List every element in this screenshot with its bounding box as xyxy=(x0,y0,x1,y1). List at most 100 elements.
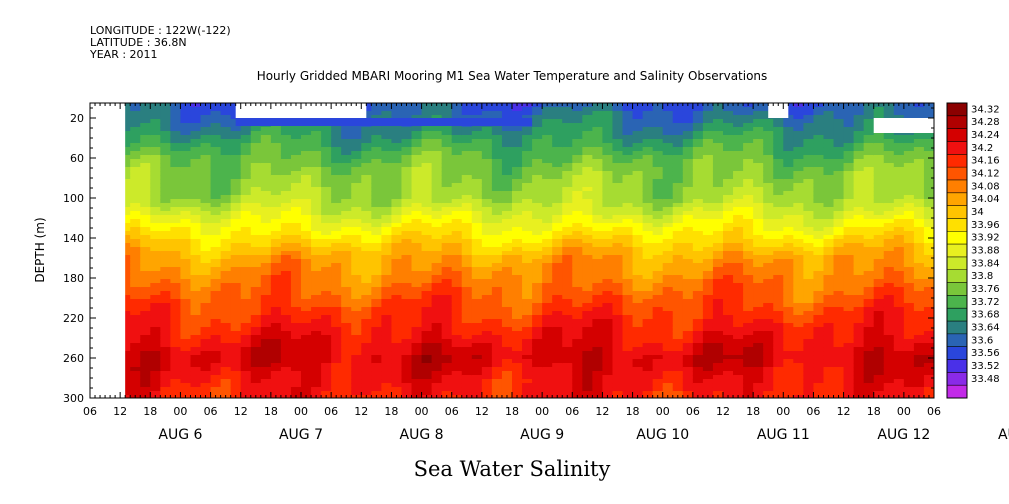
heatmap-cell xyxy=(411,331,423,336)
heatmap-cell xyxy=(491,311,503,316)
heatmap-cell xyxy=(441,219,453,224)
heatmap-cell xyxy=(150,299,161,304)
heatmap-cell xyxy=(240,203,252,208)
heatmap-cell xyxy=(582,135,593,140)
heatmap-cell xyxy=(723,167,734,172)
heatmap-cell xyxy=(240,139,252,144)
heatmap-cell xyxy=(592,267,604,272)
heatmap-cell xyxy=(120,135,131,140)
heatmap-cell xyxy=(331,215,342,220)
heatmap-cell xyxy=(431,359,443,364)
heatmap-cell xyxy=(743,135,754,140)
heatmap-cell xyxy=(612,387,624,392)
heatmap-cell xyxy=(672,391,684,396)
heatmap-cell xyxy=(200,235,212,240)
heatmap-cell xyxy=(461,191,473,196)
heatmap-cell xyxy=(602,187,614,192)
heatmap-cell xyxy=(692,287,704,292)
heatmap-cell xyxy=(321,183,332,188)
heatmap-cell xyxy=(763,227,774,232)
heatmap-cell xyxy=(391,331,403,336)
heatmap-cell xyxy=(190,183,202,188)
heatmap-cell xyxy=(270,351,282,356)
heatmap-cell xyxy=(301,163,312,168)
heatmap-cell xyxy=(652,111,664,116)
heatmap-cell xyxy=(712,155,724,160)
heatmap-cell xyxy=(461,319,473,324)
heatmap-cell xyxy=(743,367,754,372)
heatmap-cell xyxy=(120,171,131,176)
heatmap-cell xyxy=(662,315,674,320)
heatmap-cell xyxy=(552,331,563,336)
heatmap-cell xyxy=(572,391,583,396)
heatmap-cell xyxy=(642,391,654,396)
heatmap-cell xyxy=(753,287,764,292)
heatmap-cell xyxy=(642,119,654,124)
heatmap-cell xyxy=(170,379,182,384)
heatmap-cell xyxy=(321,359,332,364)
heatmap-cell xyxy=(662,171,674,176)
heatmap-cell xyxy=(582,199,593,204)
heatmap-cell xyxy=(672,139,684,144)
heatmap-cell xyxy=(220,223,232,228)
heatmap-cell xyxy=(431,339,443,344)
heatmap-cell xyxy=(692,199,704,204)
heatmap-cell xyxy=(150,267,161,272)
heatmap-cell xyxy=(160,335,171,340)
heatmap-cell xyxy=(421,247,433,252)
heatmap-cell xyxy=(240,299,252,304)
heatmap-cell xyxy=(270,215,282,220)
heatmap-cell xyxy=(301,147,312,152)
heatmap-cell xyxy=(592,231,604,236)
heatmap-cell xyxy=(723,367,734,372)
heatmap-cell xyxy=(743,307,754,312)
heatmap-cell xyxy=(512,275,523,280)
heatmap-cell xyxy=(743,119,754,124)
heatmap-cell xyxy=(371,143,382,148)
heatmap-cell xyxy=(723,359,734,364)
heatmap-cell xyxy=(632,179,644,184)
heatmap-cell xyxy=(190,283,202,288)
heatmap-cell xyxy=(652,231,664,236)
heatmap-cell xyxy=(150,371,161,376)
heatmap-cell xyxy=(341,183,352,188)
heatmap-cell xyxy=(371,263,382,268)
heatmap-cell xyxy=(522,175,533,180)
heatmap-cell xyxy=(491,387,503,392)
heatmap-cell xyxy=(682,199,694,204)
heatmap-cell xyxy=(371,131,382,136)
heatmap-cell xyxy=(270,159,282,164)
heatmap-cell xyxy=(733,107,744,112)
heatmap-cell xyxy=(391,347,403,352)
heatmap-cell xyxy=(712,207,724,212)
heatmap-cell xyxy=(441,187,453,192)
heatmap-cell xyxy=(190,147,202,152)
heatmap-cell xyxy=(371,183,382,188)
heatmap-cell xyxy=(381,243,393,248)
heatmap-cell xyxy=(130,167,141,172)
heatmap-cell xyxy=(471,235,483,240)
heatmap-cell xyxy=(381,283,393,288)
heatmap-cell xyxy=(612,351,624,356)
heatmap-cell xyxy=(522,211,533,216)
heatmap-cell xyxy=(733,171,744,176)
heatmap-cell xyxy=(562,335,573,340)
heatmap-cell xyxy=(311,239,322,244)
heatmap-cell xyxy=(411,203,423,208)
heatmap-cell xyxy=(331,151,342,156)
heatmap-cell xyxy=(471,215,483,220)
heatmap-cell xyxy=(712,335,724,340)
heatmap-cell xyxy=(140,159,151,164)
heatmap-cell xyxy=(712,223,724,228)
heatmap-cell xyxy=(190,187,202,192)
heatmap-cell xyxy=(723,355,734,360)
heatmap-cell xyxy=(341,263,352,268)
heatmap-cell xyxy=(702,339,714,344)
heatmap-cell xyxy=(582,243,593,248)
heatmap-cell xyxy=(632,107,644,112)
heatmap-cell xyxy=(481,111,493,116)
heatmap-cell xyxy=(150,235,161,240)
heatmap-cell xyxy=(682,371,694,376)
heatmap-cell xyxy=(150,115,161,120)
heatmap-cell xyxy=(270,343,282,348)
